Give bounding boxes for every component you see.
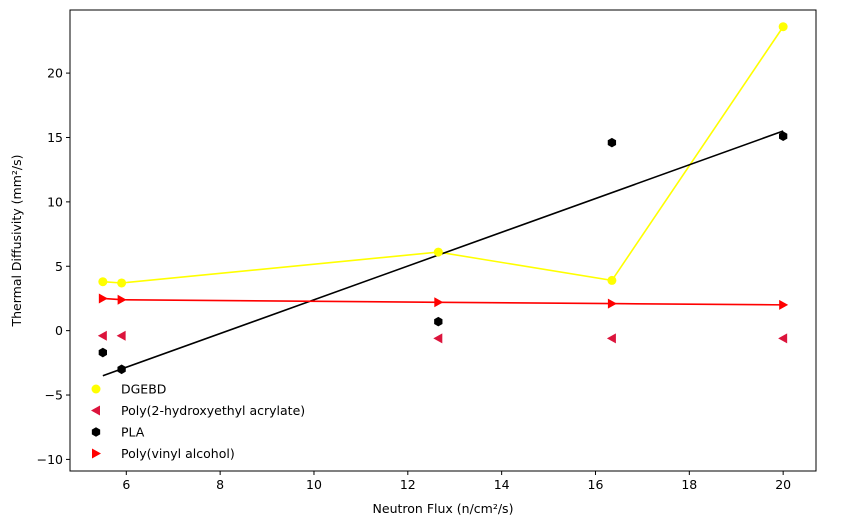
data-point (98, 347, 107, 358)
legend-entry-label: Poly(vinyl alcohol) (121, 446, 235, 461)
data-point (117, 364, 126, 375)
data-point (98, 293, 108, 304)
y-axis-ticks: −10 −5 0 5 10 15 20 (37, 66, 70, 467)
data-point (116, 330, 126, 341)
y-axis-label: Thermal Diffusivity (mm²/s) (9, 154, 24, 327)
y-tick-label: 5 (55, 259, 63, 274)
x-tick-label: 20 (775, 477, 791, 492)
legend-marker (91, 427, 101, 437)
y-tick-label: −10 (37, 452, 63, 467)
legend-entry-label: PLA (121, 425, 145, 440)
legend-marker (91, 405, 100, 416)
y-tick-label: −5 (45, 388, 63, 403)
legend-marker (92, 448, 101, 459)
data-point (97, 330, 107, 341)
legend-marker (91, 384, 101, 394)
data-point (434, 297, 444, 308)
data-point (607, 275, 617, 285)
x-tick-label: 12 (400, 477, 416, 492)
plot-frame (69, 9, 817, 472)
data-point (434, 316, 443, 327)
x-axis-label: Neutron Flux (n/cm²/s) (373, 501, 514, 516)
data-point (98, 277, 108, 287)
data-point (117, 278, 127, 288)
data-point (779, 299, 789, 310)
series-markers (97, 22, 789, 375)
data-point (433, 247, 443, 257)
series-line (102, 26, 784, 284)
legend-entry-label: DGEBD (121, 382, 166, 397)
x-tick-label: 8 (216, 477, 224, 492)
data-point (778, 333, 788, 344)
data-point (779, 131, 788, 141)
y-tick-label: 10 (47, 194, 63, 209)
x-axis-ticks: 6 8 10 12 14 16 18 20 (122, 471, 791, 492)
data-point (778, 22, 788, 32)
y-tick-label: 0 (55, 323, 63, 338)
legend: DGEBD Poly(2-hydroxyethyl acrylate) PLA Pol… (91, 382, 305, 461)
y-tick-label: 15 (47, 130, 63, 145)
series-line (102, 297, 784, 306)
series-lines (102, 26, 784, 377)
data-point (117, 294, 127, 305)
x-tick-label: 16 (588, 477, 604, 492)
x-tick-label: 6 (122, 477, 130, 492)
data-point (606, 333, 616, 344)
data-point (433, 333, 443, 344)
x-tick-label: 10 (306, 477, 322, 492)
legend-entry-label: Poly(2-hydroxyethyl acrylate) (121, 403, 305, 418)
series-line (102, 130, 784, 377)
x-tick-label: 18 (681, 477, 697, 492)
data-point (607, 298, 617, 309)
x-tick-label: 14 (494, 477, 510, 492)
data-point (607, 137, 617, 148)
y-tick-label: 20 (47, 66, 63, 81)
